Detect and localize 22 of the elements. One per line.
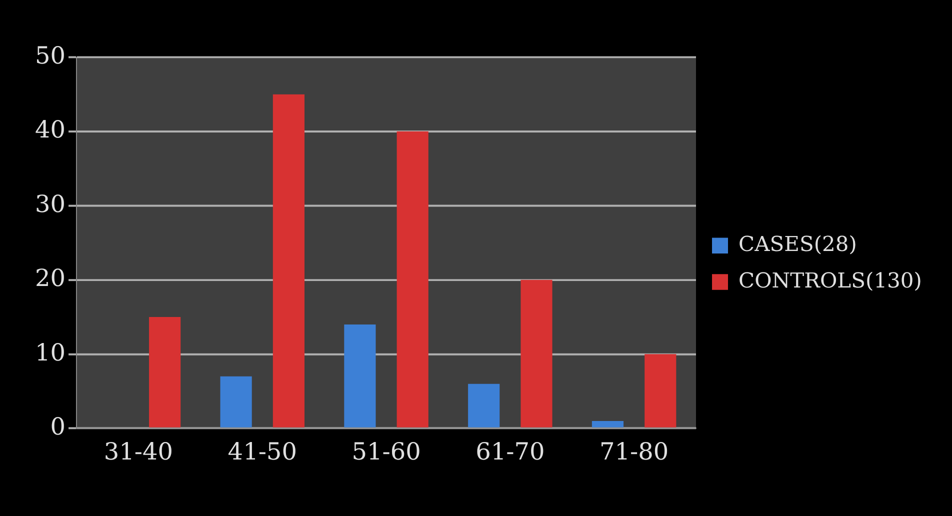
bar bbox=[468, 384, 500, 428]
y-tick-label: 30 bbox=[35, 190, 66, 218]
bar bbox=[396, 131, 428, 428]
bar bbox=[220, 376, 252, 428]
bar bbox=[592, 420, 624, 428]
x-tick-label: 41-50 bbox=[228, 438, 297, 466]
x-tick-label: 71-80 bbox=[599, 438, 669, 466]
bar bbox=[272, 94, 305, 428]
x-tick-label: 51-60 bbox=[352, 438, 421, 466]
x-tick-label: 61-70 bbox=[476, 438, 545, 466]
legend-label: CONTROLS(130) bbox=[738, 268, 922, 292]
legend-label: CASES(28) bbox=[738, 232, 857, 256]
bar bbox=[344, 324, 376, 428]
bar bbox=[644, 354, 676, 428]
y-tick-label: 0 bbox=[50, 412, 66, 440]
bar bbox=[520, 280, 552, 428]
bar bbox=[149, 317, 181, 428]
y-tick-label: 50 bbox=[35, 42, 66, 70]
x-tick-label: 31-40 bbox=[104, 438, 174, 466]
y-tick-label: 20 bbox=[35, 264, 66, 292]
y-tick-label: 10 bbox=[35, 338, 66, 366]
y-tick-label: 40 bbox=[35, 116, 66, 144]
